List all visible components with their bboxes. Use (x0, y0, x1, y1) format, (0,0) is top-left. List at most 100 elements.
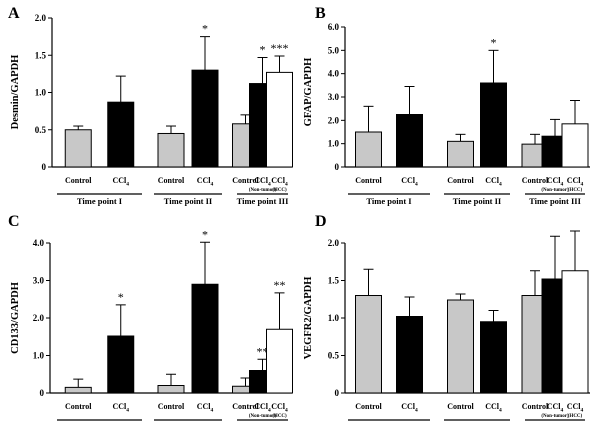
bar-ccl4 (191, 69, 219, 168)
category-label: CCl4 (254, 176, 271, 188)
group-label: Time point I (77, 196, 123, 206)
category-note: (HCC) (568, 188, 583, 193)
category-note: (Non-tumor) (541, 414, 569, 419)
y-tick-label: 6.0 (328, 22, 340, 32)
category-label: CCl4 (547, 402, 564, 414)
category-note: (HCC) (272, 414, 287, 419)
y-axis-label: CD133/GAPDH (10, 282, 21, 354)
significance-marker: * (118, 290, 124, 304)
category-label: Control (447, 402, 474, 411)
y-tick-label: 0 (42, 162, 47, 172)
y-tick-label: 0.5 (328, 351, 340, 361)
category-label: Control (355, 402, 382, 411)
y-tick-label: 3.0 (33, 276, 45, 286)
y-tick-label: 1.0 (328, 139, 340, 149)
group-label: Time point III (237, 196, 289, 206)
bar-ccl4 (480, 321, 507, 394)
category-label: CCl4 (271, 176, 288, 188)
y-tick-label: 3.0 (328, 92, 340, 102)
y-tick-label: 2.0 (328, 115, 340, 125)
category-label: Control (158, 402, 185, 411)
category-label: CCl4 (547, 176, 564, 188)
category-label: CCl4 (567, 176, 584, 188)
category-label: CCl4 (197, 402, 214, 414)
category-note: (Non-tumor) (541, 188, 569, 193)
bar-ccl4 (480, 82, 507, 168)
bar-control (447, 299, 474, 394)
y-axis-label: VEGFR2/GAPDH (303, 277, 314, 360)
panel-label: C (8, 213, 20, 230)
significance-marker: ** (257, 344, 269, 358)
y-tick-label: 1.0 (35, 88, 47, 98)
category-label: CCl4 (271, 402, 288, 414)
panel-label: B (315, 5, 326, 22)
bar-ccl4 (107, 335, 135, 394)
category-label: Control (65, 402, 92, 411)
significance-marker: * (202, 22, 208, 36)
category-note: (Non-tumor) (249, 414, 277, 419)
y-tick-label: 2.0 (35, 13, 47, 23)
y-tick-label: 1.0 (33, 351, 45, 361)
category-label: CCl4 (485, 402, 502, 414)
bar-control (355, 295, 382, 394)
y-tick-label: 1.0 (328, 313, 340, 323)
bar-ccl4 (396, 316, 423, 394)
category-label: CCl4 (485, 176, 502, 188)
category-note: (HCC) (568, 414, 583, 419)
category-label: Control (522, 176, 549, 185)
category-note: (Non-tumor) (249, 188, 277, 193)
y-tick-label: 0.5 (35, 125, 47, 135)
category-label: Control (65, 176, 92, 185)
bar-control (157, 132, 185, 168)
y-tick-label: 0 (335, 388, 340, 398)
category-label: CCl4 (112, 402, 129, 414)
group-label: Time point I (366, 196, 412, 206)
bar-ccl4 (396, 114, 423, 168)
group-label: Time point II (453, 196, 502, 206)
bar-hcc (266, 328, 293, 394)
panel-label: D (315, 213, 327, 230)
group-label: Time point II (164, 196, 213, 206)
y-tick-label: 0 (40, 388, 45, 398)
category-label: CCl4 (401, 402, 418, 414)
category-label: CCl4 (112, 176, 129, 188)
significance-marker: * (260, 42, 266, 56)
y-axis-label: GFAP/GAPDH (303, 58, 314, 127)
category-label: CCl4 (567, 402, 584, 414)
significance-marker: ** (274, 278, 286, 292)
category-label: Control (158, 176, 185, 185)
category-label: Control (355, 176, 382, 185)
category-note: (HCC) (272, 188, 287, 193)
group-label: Time point III (529, 196, 581, 206)
category-label: Control (232, 402, 259, 411)
category-label: CCl4 (197, 176, 214, 188)
significance-marker: * (202, 227, 208, 241)
y-tick-label: 4.0 (328, 69, 340, 79)
category-label: Control (447, 176, 474, 185)
bar-ccl4 (107, 101, 135, 168)
y-tick-label: 4.0 (33, 238, 45, 248)
y-tick-label: 2.0 (328, 238, 340, 248)
y-tick-label: 5.0 (328, 45, 340, 55)
significance-marker: * (491, 35, 497, 49)
bar-control (64, 129, 92, 168)
bar-hcc (561, 123, 589, 168)
bar-control (157, 385, 185, 394)
bar-hcc (266, 71, 293, 168)
significance-marker: *** (271, 41, 289, 55)
category-label: CCl4 (401, 176, 418, 188)
y-axis-label: Desmin/GAPDH (10, 55, 21, 130)
bar-control (447, 140, 474, 168)
y-tick-label: 1.5 (328, 276, 340, 286)
bar-control (355, 131, 382, 168)
bar-hcc (561, 270, 589, 394)
category-label: Control (232, 176, 259, 185)
y-tick-label: 2.0 (33, 313, 45, 323)
panel-label: A (8, 5, 20, 22)
bar-ccl4 (191, 283, 219, 394)
category-label: Control (522, 402, 549, 411)
